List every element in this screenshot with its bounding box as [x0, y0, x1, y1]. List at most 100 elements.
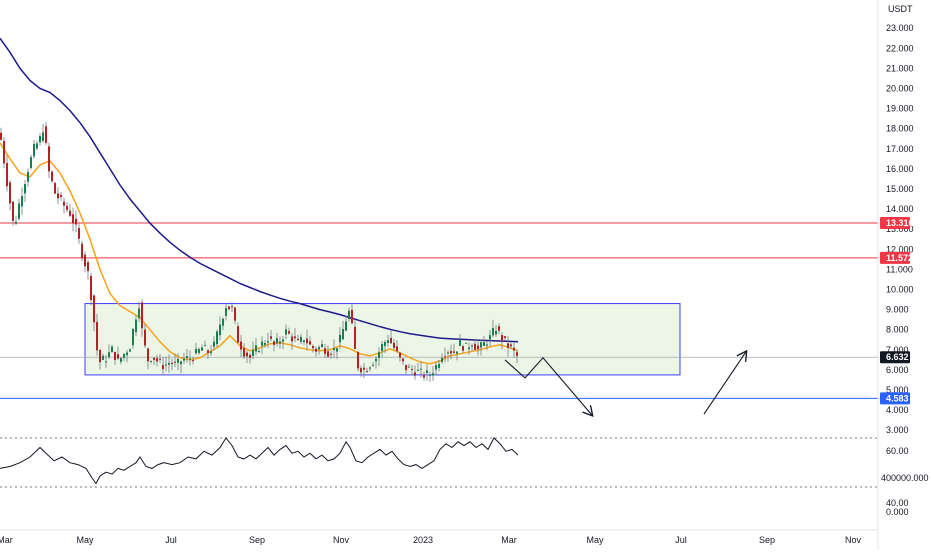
candle-body: [15, 221, 17, 224]
candle-body: [279, 341, 281, 344]
candle-body: [507, 343, 509, 348]
moving-averages: [0, 37, 519, 365]
candle-body: [183, 358, 185, 361]
candle-body: [318, 347, 320, 350]
candle-body: [54, 182, 56, 194]
candle-body: [195, 348, 197, 354]
candle-body: [474, 343, 476, 350]
candle-body: [321, 344, 323, 347]
candle-body: [327, 351, 329, 357]
time-axis[interactable]: Mar May Jul Sep Nov 2023 Mar May Jul Sep Nov: [0, 529, 878, 545]
candle-body: [159, 358, 161, 360]
horizontal-levels: [0, 222, 878, 399]
projection-arrow[interactable]: [504, 356, 592, 415]
candle-body: [129, 349, 131, 352]
projection-arrow[interactable]: [703, 352, 746, 415]
candle-body: [480, 342, 482, 348]
candle-body: [411, 368, 413, 370]
candle-body: [153, 357, 155, 360]
candle-body: [459, 340, 461, 346]
candle-body: [294, 336, 296, 339]
candle-body: [267, 341, 269, 343]
candle-body: [450, 351, 452, 354]
candle-body: [240, 341, 242, 350]
candle-body: [141, 302, 143, 329]
candle-body: [399, 352, 401, 358]
candle-body: [204, 345, 206, 347]
price-tick-label: 5.000: [886, 385, 909, 395]
rsi-tick-label: 40.00: [886, 498, 909, 508]
candle-body: [192, 360, 194, 362]
candle-body: [72, 214, 74, 224]
candle-body: [513, 347, 515, 351]
candle-body: [300, 336, 302, 342]
candle-body: [162, 365, 164, 370]
candle-body: [6, 162, 8, 187]
candle-body: [156, 358, 158, 362]
candle-body: [135, 319, 137, 333]
candle-body: [126, 352, 128, 356]
candle-body: [249, 354, 251, 358]
candle-body: [264, 343, 266, 345]
candle-body: [27, 172, 29, 182]
candle-body: [426, 370, 428, 373]
price-tick-label: 15.000: [886, 184, 914, 194]
candle-body: [45, 126, 47, 143]
price-axis[interactable]: USDT 23.000 22.000 21.000 20.000 19.000 18.00…: [877, 0, 929, 550]
rsi-line: [0, 437, 519, 485]
consolidation-range-box[interactable]: [84, 303, 681, 376]
candle-body: [120, 357, 122, 362]
candle-body: [42, 132, 44, 141]
candle-body: [405, 364, 407, 371]
price-tick-label: 13.000: [886, 224, 914, 234]
candle-body: [237, 326, 239, 343]
price-tick-label: 10.000: [886, 285, 914, 295]
candle-body: [342, 328, 344, 340]
resistance-badge-label: 13.310: [886, 218, 914, 228]
price-tick-label: 21.000: [886, 63, 914, 73]
candle-body: [432, 373, 434, 376]
candle-body: [198, 349, 200, 353]
candle-body: [363, 367, 365, 370]
candle-body: [429, 374, 431, 376]
price-tick-label: 9.000: [886, 305, 909, 315]
candle-body: [435, 364, 437, 370]
candle-body: [90, 275, 92, 301]
candle-body: [393, 342, 395, 348]
candle-body: [444, 356, 446, 358]
candle-body: [504, 336, 506, 338]
resistance-badge: [880, 251, 910, 264]
candle-body: [330, 353, 332, 355]
candle-body: [144, 329, 146, 346]
candle-body: [12, 201, 14, 221]
month-label: Jul: [675, 535, 687, 545]
price-tick-label: 17.000: [886, 144, 914, 154]
candle-body: [486, 344, 488, 346]
candle-body: [288, 331, 290, 334]
candle-body: [93, 295, 95, 323]
price-tick-label: 22.000: [886, 43, 914, 53]
month-label: May: [76, 535, 94, 545]
candle-body: [396, 346, 398, 352]
candle-body: [387, 340, 389, 343]
support-badge: [880, 392, 910, 405]
candle-body: [150, 361, 152, 363]
candle-body: [285, 329, 287, 335]
candle-body: [18, 203, 20, 219]
rsi-tick-label: 0.000: [886, 507, 909, 517]
candle-body: [9, 182, 11, 204]
candle-body: [282, 339, 284, 342]
price-tick-label: 12.000: [886, 244, 914, 254]
candle-body: [255, 345, 257, 352]
price-tick-label: 14.000: [886, 204, 914, 214]
candle-body: [423, 374, 425, 378]
candle-body: [351, 309, 353, 324]
candle-body: [231, 306, 233, 308]
candle-body: [324, 348, 326, 354]
month-label: Mar: [0, 535, 13, 545]
candle-body: [501, 334, 503, 341]
candle-body: [261, 341, 263, 346]
